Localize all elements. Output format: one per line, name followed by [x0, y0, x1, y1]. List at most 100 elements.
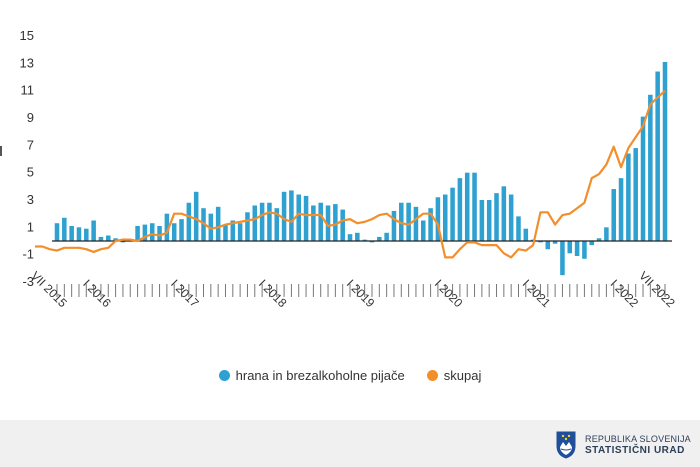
- y-tick-label: 3: [27, 192, 34, 207]
- y-tick-label: -1: [22, 247, 34, 262]
- bar: [552, 241, 558, 244]
- bar: [596, 238, 602, 241]
- bar: [106, 235, 111, 241]
- bar: [384, 232, 389, 241]
- bar: [618, 178, 624, 241]
- bar: [340, 209, 345, 241]
- x-axis-labels: VII 2015 I 2016 I 2017 I 2018 I 2019 I 2020 I …: [28, 269, 678, 311]
- bar: [648, 94, 653, 242]
- bar: [347, 234, 353, 241]
- bar: [435, 197, 441, 241]
- bar: [237, 223, 243, 241]
- bar: [406, 202, 411, 241]
- bar: [311, 205, 316, 241]
- bar: [84, 228, 89, 241]
- bar: [91, 220, 96, 241]
- bar: [450, 187, 455, 241]
- bar: [362, 239, 367, 241]
- surs-logo[interactable]: REPUBLIKA SLOVENIJA STATISTIČNI URAD: [555, 430, 691, 460]
- bar: [113, 238, 118, 241]
- bar: [223, 224, 228, 241]
- x-tick-label: I 2022: [608, 277, 642, 311]
- bar: [589, 241, 595, 246]
- bar: [76, 227, 82, 241]
- legend-label-food: hrana in brezalkoholne pijače: [235, 368, 405, 383]
- bar: [633, 148, 638, 241]
- bar: [457, 178, 463, 241]
- bar: [626, 153, 631, 241]
- bar: [135, 225, 140, 241]
- bar: [296, 194, 301, 241]
- y-tick-label: 15: [20, 28, 34, 43]
- bar: [391, 210, 397, 241]
- bar: [523, 228, 529, 241]
- bar: [157, 225, 162, 241]
- legend-label-total: skupaj: [443, 368, 482, 383]
- x-tick-label: I 2017: [168, 277, 202, 311]
- bar: [413, 206, 419, 241]
- y-axis: 15 13 11 9 7 5 3 1 -1 -3: [20, 28, 34, 289]
- legend-swatch-food: [218, 370, 230, 381]
- bar: [545, 241, 551, 250]
- bar: [289, 190, 294, 241]
- x-tick-label: I 2020: [432, 277, 466, 311]
- y-tick-label: 13: [20, 55, 34, 70]
- bar: [325, 205, 331, 241]
- y-tick-label: 1: [27, 219, 34, 234]
- bar: [611, 189, 616, 241]
- bar: [428, 208, 433, 241]
- line-series-total: [35, 89, 666, 259]
- x-tick-label: I 2016: [80, 277, 114, 311]
- bar-series-food: [54, 61, 668, 276]
- bar: [355, 232, 360, 241]
- bar: [486, 200, 492, 241]
- bar: [369, 241, 375, 243]
- x-tick-marks: [56, 284, 666, 297]
- bar: [655, 71, 660, 241]
- bar: [318, 202, 323, 241]
- bar: [252, 205, 258, 241]
- bar: [560, 241, 565, 276]
- bar: [98, 236, 104, 241]
- y-tick-label: 11: [21, 83, 35, 98]
- y-tick-label: 5: [27, 165, 34, 180]
- bar: [662, 61, 668, 241]
- bar: [179, 219, 184, 241]
- logo-line-1: REPUBLIKA SLOVENIJA: [585, 434, 691, 444]
- bar: [538, 241, 543, 243]
- bar: [333, 204, 338, 241]
- bar: [164, 213, 170, 241]
- bar: [377, 236, 382, 241]
- bar: [230, 220, 236, 241]
- legend-swatch-total: [426, 370, 438, 381]
- bar: [472, 172, 477, 241]
- bar: [54, 223, 60, 241]
- bar: [442, 194, 448, 241]
- bar: [501, 186, 507, 241]
- bar: [149, 223, 155, 241]
- bar: [516, 216, 521, 241]
- legend-item-food[interactable]: hrana in brezalkoholne pijače: [218, 368, 405, 383]
- y-tick-label: -3: [22, 274, 34, 289]
- legend-item-total[interactable]: skupaj: [426, 368, 482, 383]
- chart-area: 15 13 11 9 7 5 3 1 -1 -3 VII 2015 I 2016 I 2017 I 20…: [0, 28, 678, 311]
- bar: [142, 224, 148, 241]
- bar: [281, 191, 287, 241]
- bar: [640, 116, 646, 241]
- bar: [464, 172, 470, 241]
- logo-text: REPUBLIKA SLOVENIJA STATISTIČNI URAD: [585, 433, 691, 457]
- coat-of-arms-icon: [556, 431, 576, 459]
- y-label-fragment: [0, 146, 2, 156]
- chart-legend: hrana in brezalkoholne pijače skupaj: [0, 368, 700, 383]
- bar: [574, 241, 580, 257]
- bar: [259, 202, 265, 241]
- footer-bar: REPUBLIKA SLOVENIJA STATISTIČNI URAD: [0, 420, 700, 467]
- bar: [508, 194, 514, 241]
- y-tick-label: 9: [27, 110, 34, 125]
- bar: [479, 200, 485, 241]
- logo-line-2: STATISTIČNI URAD: [585, 445, 685, 456]
- x-tick-label: I 2018: [256, 277, 290, 311]
- bar: [399, 202, 404, 241]
- bar: [245, 212, 250, 241]
- bar: [567, 241, 573, 254]
